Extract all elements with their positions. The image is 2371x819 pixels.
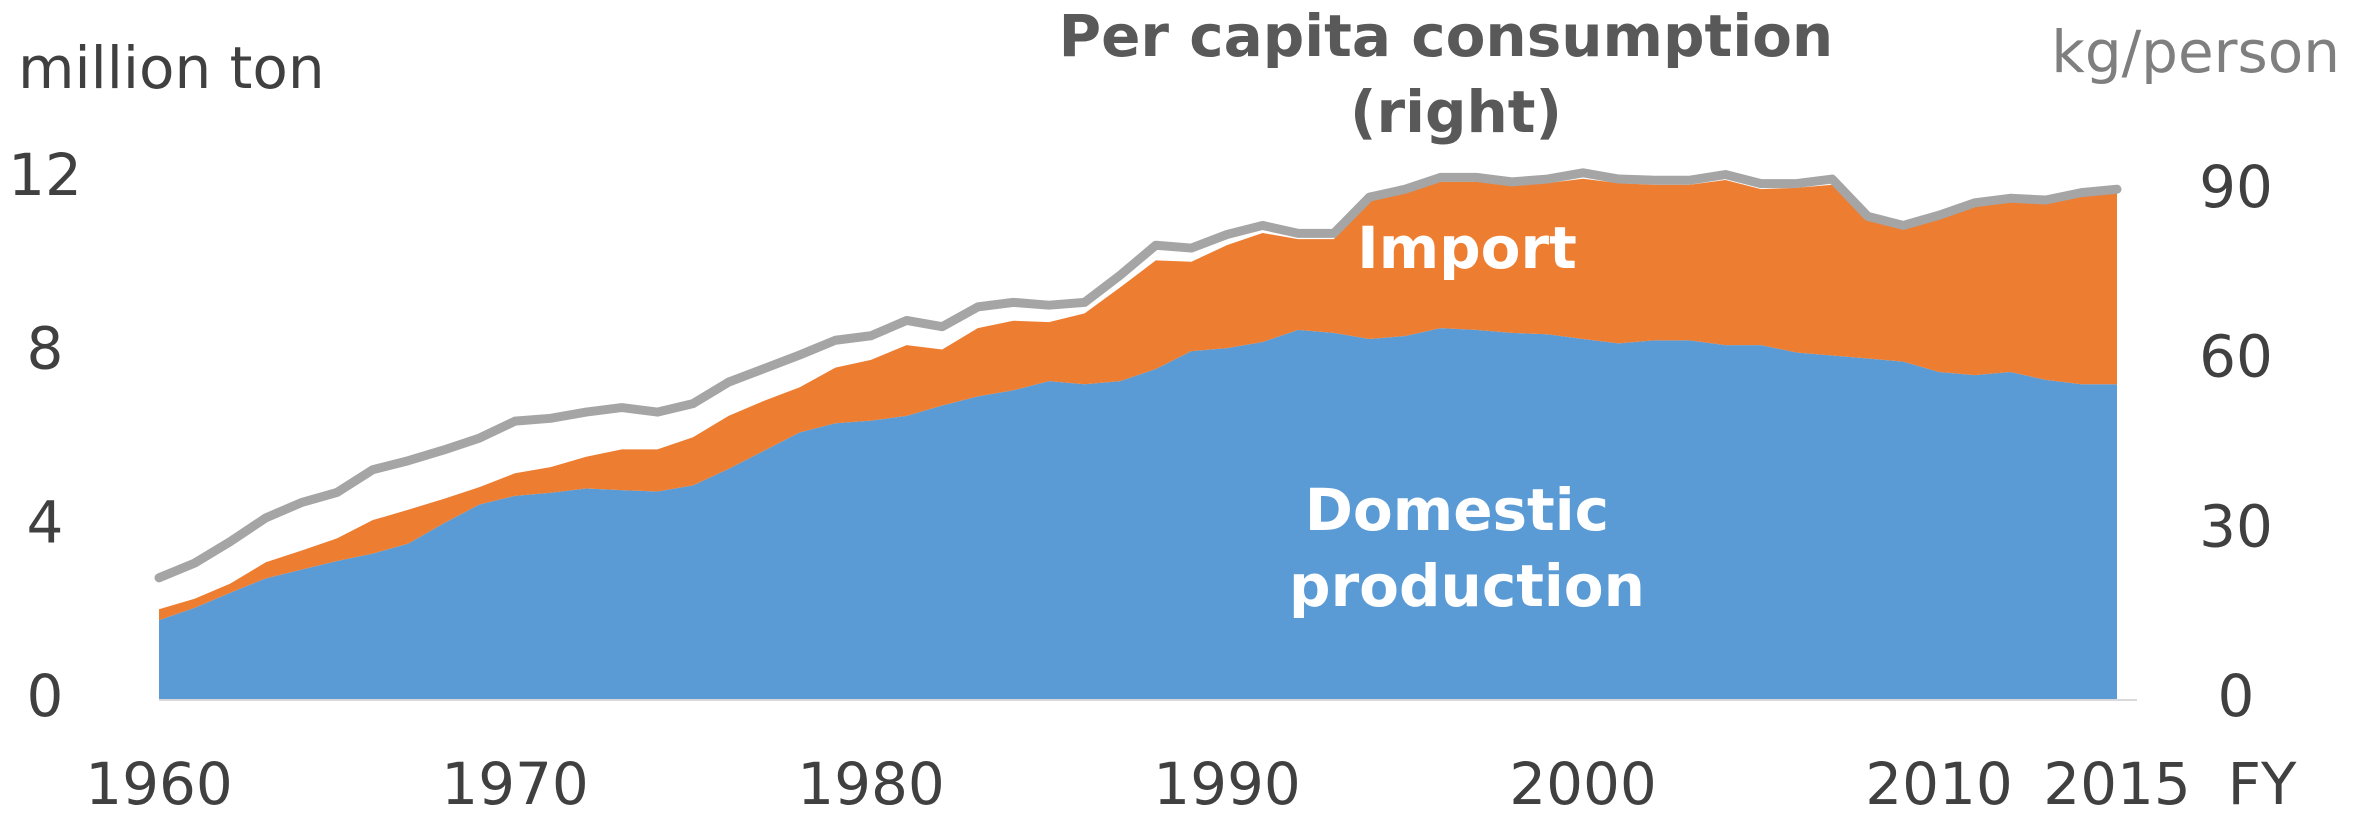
plot-area bbox=[154, 168, 2122, 700]
x-tick-label: 1980 bbox=[797, 750, 945, 815]
x-tick-label: 1990 bbox=[1153, 750, 1301, 815]
line bbox=[154, 168, 2122, 583]
x-tick-label: 1970 bbox=[441, 750, 589, 815]
y2-tick-label: 60 bbox=[2199, 323, 2273, 391]
y-tick-label: 0 bbox=[27, 662, 64, 730]
x-tick-label: 1960 bbox=[85, 750, 233, 815]
y2-tick-label: 90 bbox=[2199, 153, 2273, 221]
area-label: Import bbox=[1357, 214, 1577, 282]
x-tick-label: 2015 bbox=[2043, 750, 2191, 815]
y-tick-label: 12 bbox=[8, 141, 82, 209]
y-tick-label: 8 bbox=[27, 315, 64, 383]
area bbox=[159, 328, 2117, 700]
area-label: Domestic production bbox=[1289, 476, 1645, 620]
y2-axis-label: kg/person bbox=[2051, 18, 2340, 86]
y2-tick-label: 30 bbox=[2199, 492, 2273, 560]
x-unit-label: FY bbox=[2228, 750, 2297, 815]
y2-tick-label: 0 bbox=[2218, 662, 2255, 730]
x-tick-label: 2010 bbox=[1865, 750, 2013, 815]
x-tick-label: 2000 bbox=[1509, 750, 1657, 815]
y-tick-label: 4 bbox=[27, 488, 64, 556]
y-axis-label: million ton bbox=[18, 34, 325, 102]
line-label: Per capita consumption (right) bbox=[1059, 2, 1854, 146]
area bbox=[159, 178, 2117, 621]
